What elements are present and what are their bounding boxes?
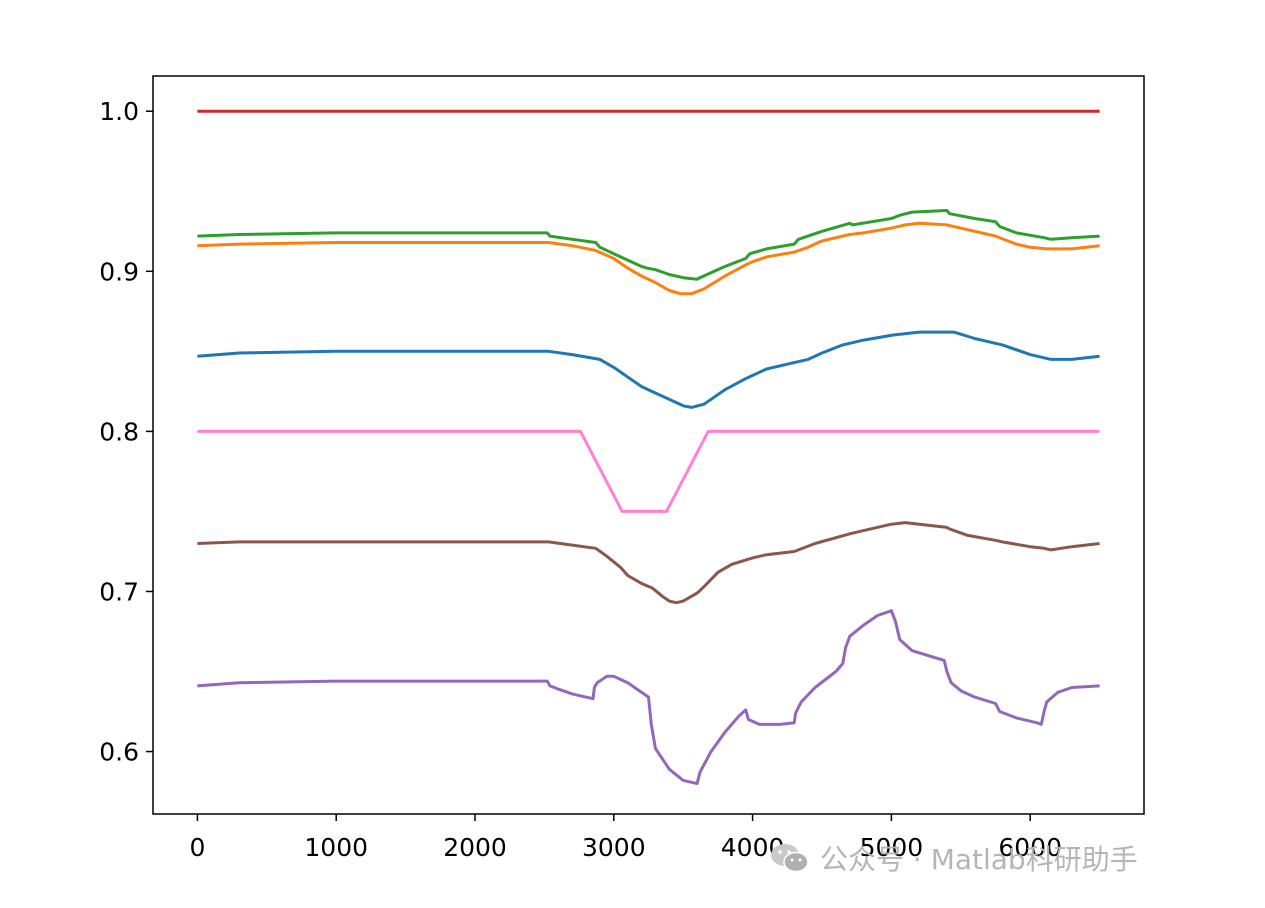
watermark-text: 公众号 · Matlab科研助手 xyxy=(820,843,1138,876)
y-ticks: 0.6 0.7 0.8 0.9 1.0 xyxy=(99,97,153,767)
axes-layer xyxy=(152,75,1145,815)
watermark: 公众号 · Matlab科研助手 xyxy=(768,838,1138,878)
series-layer xyxy=(197,109,1100,786)
series-line-6 xyxy=(197,521,1100,605)
y-tick-label: 0.7 xyxy=(99,577,139,606)
x-tick-label: 2000 xyxy=(443,833,507,862)
plot-frame xyxy=(152,75,1145,815)
y-tick-label: 0.9 xyxy=(99,257,139,286)
x-tick-label: 3000 xyxy=(582,833,646,862)
y-tick-label: 0.6 xyxy=(99,738,139,767)
x-tick-label: 1000 xyxy=(304,833,368,862)
y-tick-label: 0.8 xyxy=(99,417,139,446)
series-line-7 xyxy=(197,429,1100,513)
wechat-icon xyxy=(771,844,809,873)
series-line-5 xyxy=(197,609,1100,786)
x-tick-label: 5000 xyxy=(860,833,924,862)
series-line-3 xyxy=(197,209,1100,281)
y-tick-label: 1.0 xyxy=(99,97,139,126)
series-line-2 xyxy=(197,221,1100,296)
x-tick-label: 6000 xyxy=(998,833,1062,862)
series-line-1 xyxy=(197,330,1100,409)
x-tick-label: 0 xyxy=(189,833,205,862)
